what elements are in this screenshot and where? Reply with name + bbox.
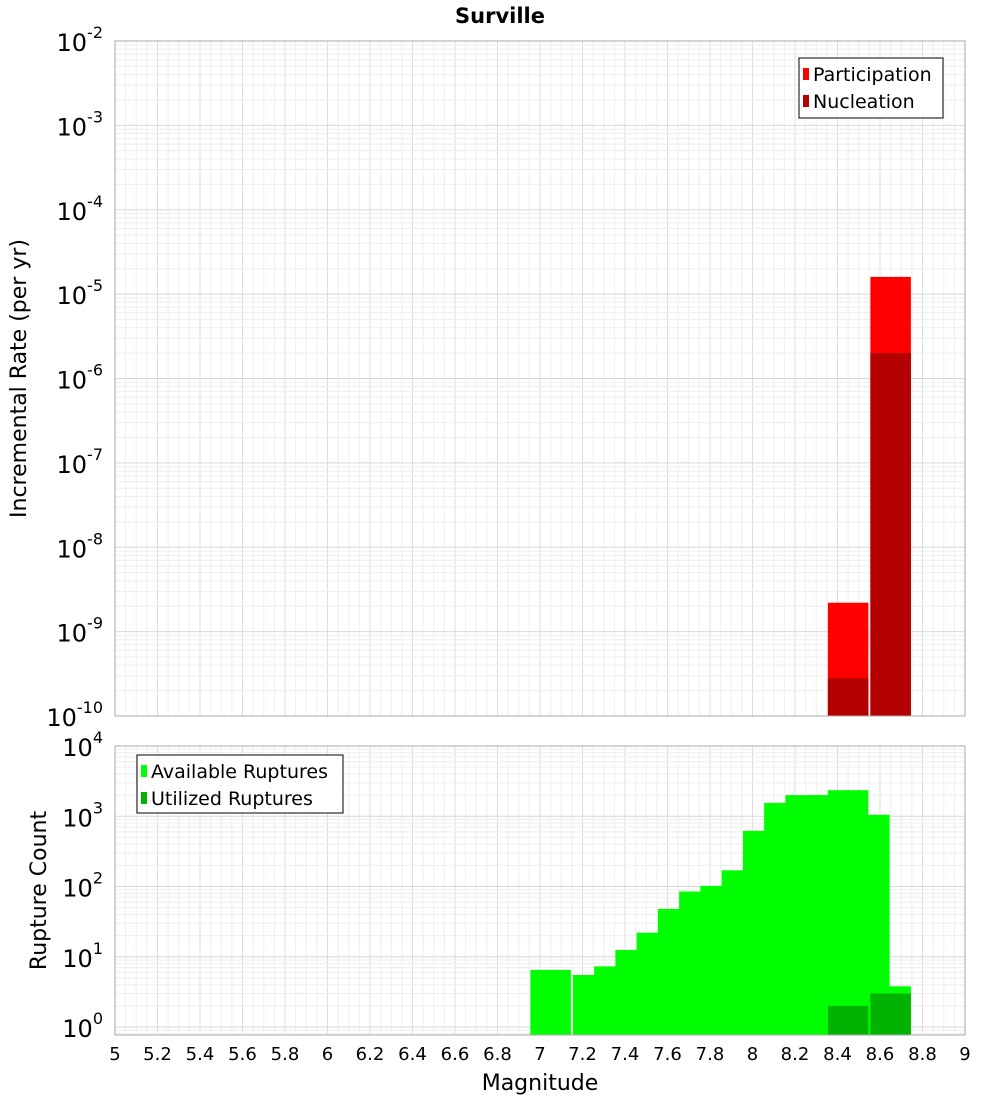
- chart-title: Surville: [455, 4, 545, 28]
- rate-gridlines: [114, 40, 966, 717]
- count-y-axis-label: Rupture Count: [27, 811, 52, 971]
- count-y-tick-labels: 100 101 102 103 104: [62, 728, 103, 1043]
- x-tick-label: 8: [747, 1044, 758, 1065]
- rate-plot-frame: [114, 40, 966, 717]
- rate-y-tick-label: 10-4: [57, 192, 104, 226]
- count-y-tick-label: 104: [62, 728, 103, 762]
- x-tick-label: 6: [322, 1044, 333, 1065]
- rate-y-tick-label: 10-10: [46, 698, 103, 732]
- count-y-tick-label: 100: [62, 1009, 103, 1043]
- x-tick-label: 8.4: [823, 1044, 852, 1065]
- rate-legend: Participation Nucleation: [798, 57, 944, 119]
- count-y-tick-label: 102: [62, 869, 103, 903]
- x-tick-label: 5: [109, 1044, 120, 1065]
- rate-legend-box: [798, 57, 944, 119]
- x-tick-label: 7: [534, 1044, 545, 1065]
- x-tick-labels: 5 5.2 5.4 5.6 5.8 6 6.2 6.4 6.6 6.8 7 7.2 7.4 7.6 7.8 8…: [109, 1044, 970, 1065]
- x-tick-label: 6.2: [356, 1044, 385, 1065]
- count-y-tick-label: 103: [62, 798, 103, 832]
- rate-y-tick-label: 10-8: [57, 529, 104, 563]
- x-tick-label: 5.2: [143, 1044, 172, 1065]
- x-tick-label: 7.4: [611, 1044, 640, 1065]
- count-legend-label: Utilized Ruptures: [151, 788, 313, 810]
- rate-legend-swatch: [803, 95, 809, 107]
- x-tick-label: 8.8: [908, 1044, 937, 1065]
- rate-bar: [870, 353, 911, 716]
- rate-series-2: [827, 353, 911, 716]
- x-tick-label: 7.8: [696, 1044, 725, 1065]
- count-legend-swatch: [141, 765, 147, 777]
- count-series-1: [530, 790, 911, 1035]
- count-legend-swatch: [141, 792, 147, 804]
- x-tick-label: 6.4: [398, 1044, 427, 1065]
- rate-y-tick-label: 10-9: [57, 614, 104, 648]
- count-plot-frame: [114, 745, 966, 1036]
- rate-y-tick-label: 10-7: [57, 445, 104, 479]
- rate-bar: [827, 678, 869, 716]
- x-tick-label: 5.8: [271, 1044, 300, 1065]
- x-tick-label: 5.4: [186, 1044, 215, 1065]
- rate-y-tick-label: 10-5: [57, 276, 104, 310]
- count-bar: [827, 1005, 869, 1035]
- x-tick-label: 9: [959, 1044, 970, 1065]
- count-legend: Available Ruptures Utilized Ruptures: [136, 754, 344, 814]
- rate-y-tick-label: 10-6: [57, 361, 104, 395]
- count-bar: [870, 993, 911, 1035]
- rate-legend-label: Nucleation: [813, 91, 915, 113]
- rate-legend-swatch: [803, 68, 809, 80]
- rate-y-tick-label: 10-2: [57, 23, 104, 57]
- x-tick-label: 7.2: [568, 1044, 597, 1065]
- count-legend-box: [136, 754, 344, 814]
- rate-y-tick-labels: 10-10 10-9 10-8 10-7 10-6 10-5 10-4 10-3 10-2: [46, 23, 103, 732]
- count-legend-label: Available Ruptures: [151, 761, 328, 783]
- x-axis-label: Magnitude: [482, 1071, 599, 1096]
- x-tick-label: 5.6: [228, 1044, 257, 1065]
- rate-y-axis-label: Incremental Rate (per yr): [7, 239, 32, 518]
- count-bar: [530, 969, 571, 1035]
- rate-legend-label: Participation: [813, 64, 932, 86]
- rate-y-tick-label: 10-3: [57, 107, 104, 141]
- x-tick-label: 6.8: [483, 1044, 512, 1065]
- x-tick-label: 8.6: [866, 1044, 895, 1065]
- count-series-2: [827, 993, 911, 1035]
- count-y-tick-label: 101: [62, 939, 103, 973]
- x-tick-label: 8.2: [781, 1044, 810, 1065]
- x-tick-label: 7.6: [653, 1044, 682, 1065]
- x-tick-label: 6.6: [441, 1044, 470, 1065]
